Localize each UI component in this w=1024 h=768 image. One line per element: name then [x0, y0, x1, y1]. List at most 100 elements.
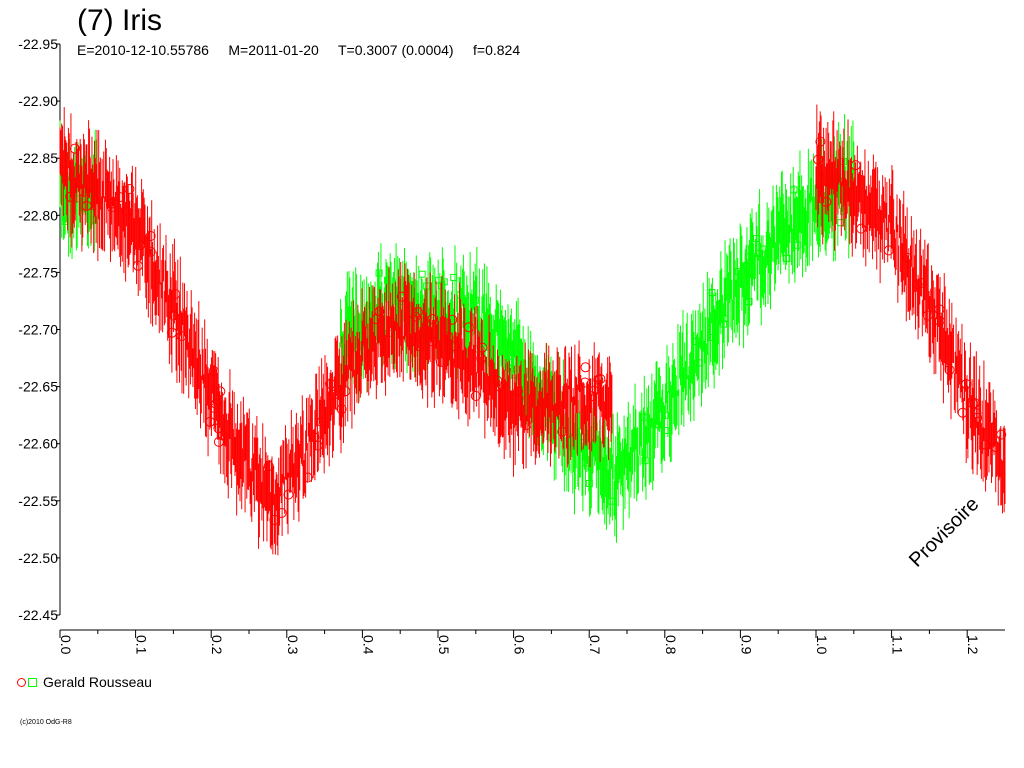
chart-subtitle: E=2010-12-10.55786 M=2011-01-20 T=0.3007…	[77, 42, 521, 58]
data-point	[121, 206, 132, 217]
y-tick-label: -22.70	[18, 322, 58, 338]
data-point	[210, 398, 221, 409]
data-point	[470, 391, 481, 402]
data-point	[579, 377, 590, 388]
data-point	[506, 358, 514, 366]
legend-square-marker	[28, 677, 37, 687]
data-point	[124, 184, 135, 195]
data-point	[106, 198, 117, 209]
data-point	[396, 291, 407, 302]
data-point	[513, 386, 524, 397]
data-point	[412, 307, 423, 318]
y-tick-label: -22.55	[18, 493, 58, 509]
legend: Gerald Rousseau	[17, 674, 152, 690]
data-point	[435, 356, 446, 367]
copyright: (c)2010 OdG-R8	[20, 719, 72, 726]
data-point	[744, 253, 752, 261]
data-point	[720, 320, 728, 328]
data-point	[384, 276, 392, 284]
data-point	[316, 416, 327, 427]
data-point	[580, 362, 591, 373]
data-point	[706, 333, 714, 341]
data-point	[582, 459, 590, 467]
data-point	[883, 245, 894, 256]
data-point	[325, 378, 336, 389]
legend-label: Gerald Rousseau	[43, 674, 152, 690]
data-point	[934, 304, 945, 315]
data-point	[418, 270, 426, 278]
y-tick-label: -22.50	[18, 550, 58, 566]
x-tick-label: 1.0	[814, 635, 830, 655]
data-point	[309, 432, 320, 443]
y-tick-label: -22.60	[18, 436, 58, 452]
data-point	[477, 342, 488, 353]
y-tick-label: -22.85	[18, 150, 58, 166]
data-point	[170, 289, 181, 300]
data-point	[476, 353, 487, 364]
data-point	[450, 273, 458, 281]
data-point	[641, 413, 649, 421]
data-point	[61, 217, 69, 225]
data-point	[302, 472, 313, 483]
x-tick-label: 0.4	[360, 635, 376, 655]
x-tick-label: 0.3	[285, 635, 301, 655]
y-tick-label: -22.90	[18, 93, 58, 109]
data-point	[821, 196, 832, 207]
data-point	[114, 192, 125, 203]
data-point	[511, 371, 519, 379]
data-point	[462, 320, 470, 328]
data-point	[312, 440, 323, 451]
data-point	[745, 298, 753, 306]
data-point	[176, 331, 187, 342]
data-point	[336, 404, 347, 415]
data-point	[371, 314, 382, 325]
y-tick-label: -22.65	[18, 379, 58, 395]
data-point	[815, 136, 826, 147]
data-point	[922, 310, 933, 321]
x-tick-label: 0.1	[134, 635, 150, 655]
data-point	[263, 461, 274, 472]
data-point	[427, 314, 438, 325]
y-tick-label: -22.75	[18, 264, 58, 280]
data-point	[708, 289, 716, 297]
data-point	[145, 230, 156, 241]
data-point	[607, 497, 615, 505]
data-point	[968, 398, 979, 409]
x-tick-label: 0.8	[663, 635, 679, 655]
data-point	[209, 403, 220, 414]
data-point	[168, 310, 179, 321]
x-tick-label: 0.6	[512, 635, 528, 655]
data-point	[106, 202, 117, 213]
data-point	[329, 389, 340, 400]
data-point	[996, 429, 1007, 440]
data-point	[78, 186, 89, 197]
data-point	[902, 252, 913, 263]
data-point	[944, 364, 955, 375]
data-point	[166, 327, 177, 338]
data-point	[449, 341, 460, 352]
data-point	[734, 267, 742, 275]
x-tick-label: 0.9	[738, 635, 754, 655]
data-point	[375, 269, 383, 277]
data-point	[503, 338, 511, 346]
data-point	[65, 191, 76, 202]
y-tick-label: -22.45	[18, 607, 58, 623]
data-point	[783, 254, 791, 262]
data-point	[494, 381, 505, 392]
data-point	[69, 178, 80, 189]
data-point	[443, 332, 454, 343]
data-point	[662, 411, 670, 419]
data-point	[692, 337, 700, 345]
data-point	[427, 336, 438, 347]
data-point	[653, 421, 661, 429]
data-point	[980, 439, 991, 450]
data-point	[471, 296, 479, 304]
data-point	[413, 341, 424, 352]
data-point	[447, 314, 458, 325]
data-point	[213, 423, 224, 434]
data-point	[463, 322, 474, 333]
data-point	[813, 154, 824, 165]
data-point	[755, 249, 763, 257]
data-point	[204, 416, 215, 427]
data-point	[557, 426, 568, 437]
